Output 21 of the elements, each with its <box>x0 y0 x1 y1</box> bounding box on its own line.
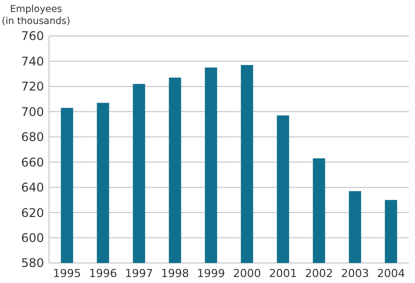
x-tick-label: 1995 <box>53 267 81 280</box>
x-tick-label: 1998 <box>161 267 189 280</box>
y-tick-label: 580 <box>21 256 44 270</box>
y-axis-title: Employees (in thousands) <box>2 4 70 27</box>
y-tick-label: 720 <box>21 80 44 94</box>
y-tick-label: 740 <box>21 54 44 68</box>
y-tick-label: 660 <box>21 155 44 170</box>
y-tick-label: 760 <box>21 29 44 44</box>
y-tick-label: 640 <box>21 180 44 195</box>
y-tick-label: 700 <box>21 104 44 119</box>
x-tick-label: 1996 <box>89 267 117 280</box>
y-tick-label: 600 <box>21 230 44 245</box>
y-tick-label: 680 <box>21 130 44 144</box>
x-tick-label: 2003 <box>341 267 369 280</box>
x-tick-label: 1999 <box>197 267 225 280</box>
x-tick-label: 2001 <box>269 267 297 280</box>
x-tick-label: 2004 <box>377 267 405 280</box>
x-tick-label: 2000 <box>233 267 261 280</box>
x-tick-label: 2002 <box>305 267 333 280</box>
x-tick-label: 1997 <box>125 267 153 280</box>
y-tick-label: 620 <box>21 206 44 220</box>
